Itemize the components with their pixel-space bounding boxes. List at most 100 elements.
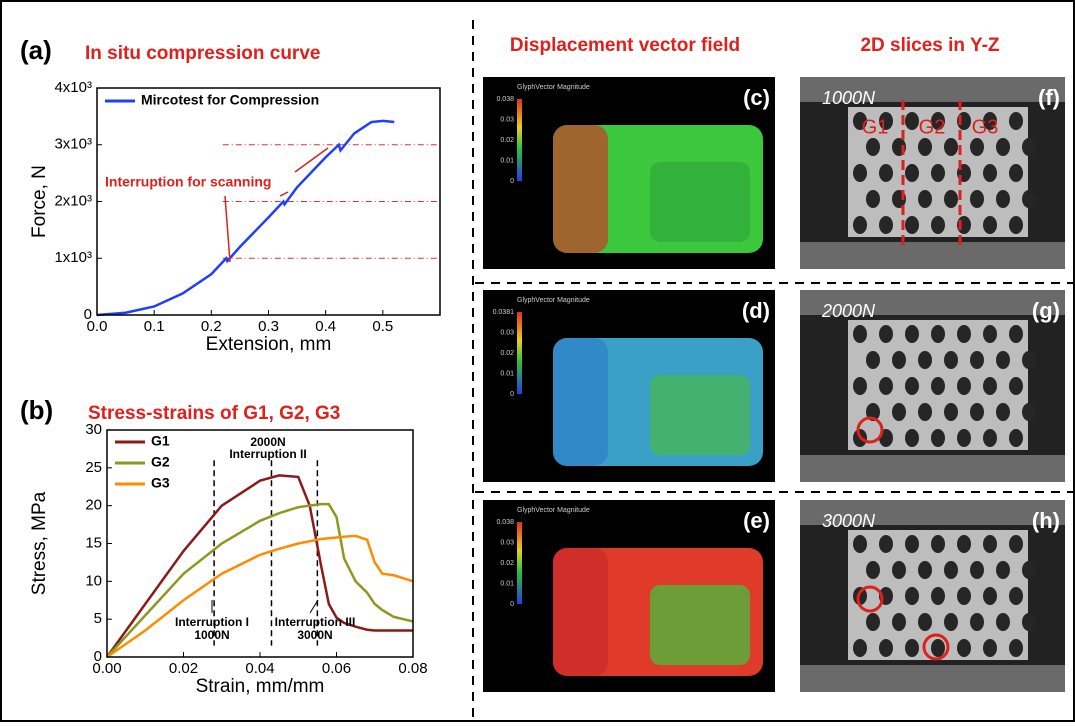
- lattice-hole: [983, 535, 997, 553]
- figure: Displacement vector field 2D slices in Y…: [0, 0, 1075, 722]
- chart-title: Stress-strains of G1, G2, G3: [88, 403, 340, 424]
- lattice-hole: [970, 351, 984, 369]
- lattice-hole: [931, 216, 945, 234]
- lattice-hole: [944, 351, 958, 369]
- annotation: 1000N: [194, 628, 229, 642]
- lattice-hole: [866, 190, 880, 208]
- lattice-hole: [1022, 138, 1036, 156]
- lattice-hole: [983, 325, 997, 343]
- colorbar-label: 0.0381: [493, 309, 515, 316]
- lattice-hole: [983, 639, 997, 657]
- lattice-hole: [957, 587, 971, 605]
- colorbar-label: 0.02: [500, 137, 514, 144]
- annotation: Interruption I: [175, 615, 249, 629]
- lattice-hole: [1022, 351, 1036, 369]
- colorbar-title: GlyphVector Magnitude: [517, 84, 590, 91]
- lattice-hole: [983, 216, 997, 234]
- group-label: G2: [919, 116, 946, 138]
- y-tick-label: 2x10³: [54, 192, 92, 209]
- lattice-hole: [944, 561, 958, 579]
- lattice-hole: [957, 325, 971, 343]
- lattice-hole: [905, 112, 919, 130]
- lattice-hole: [866, 351, 880, 369]
- x-axis-label: Strain, mm/mm: [196, 676, 325, 697]
- lattice-hole: [970, 561, 984, 579]
- load-label: 1000N: [822, 88, 876, 108]
- y-axis-label: Stress, MPa: [29, 491, 50, 595]
- lattice-hole: [918, 613, 932, 631]
- colorbar-label: 0.03: [500, 539, 514, 546]
- lattice-hole: [853, 535, 867, 553]
- lattice-hole: [879, 535, 893, 553]
- legend-label: G2: [151, 454, 170, 470]
- lattice-hole: [892, 561, 906, 579]
- y-tick-label: 20: [85, 497, 102, 514]
- colorbar-label: 0.02: [500, 560, 514, 567]
- y-tick-label: 10: [85, 572, 102, 589]
- x-tick-label: 0.1: [144, 318, 165, 335]
- lattice-hole: [931, 377, 945, 395]
- lattice-hole: [918, 190, 932, 208]
- lattice-hole: [983, 587, 997, 605]
- y-tick-label: 0: [84, 306, 92, 323]
- chart-title: In situ compression curve: [85, 43, 320, 64]
- vector-blob: [650, 375, 750, 455]
- y-tick-label: 1x10³: [54, 249, 92, 266]
- panel-label: (a): [20, 35, 52, 65]
- lattice-hole: [1009, 377, 1023, 395]
- annotation: Interruption II: [229, 447, 306, 461]
- lattice-hole: [996, 403, 1010, 421]
- lattice-hole: [931, 535, 945, 553]
- lattice-hole: [1009, 429, 1023, 447]
- colorbar-label: 0.038: [496, 96, 514, 103]
- lattice-hole: [866, 613, 880, 631]
- lattice-hole: [1022, 561, 1036, 579]
- vector-blob: [650, 585, 750, 665]
- lattice-hole: [905, 164, 919, 182]
- annotation: Interruption III: [275, 615, 356, 629]
- lattice-hole: [905, 429, 919, 447]
- lattice-hole: [853, 216, 867, 234]
- colorbar-label: 0.03: [500, 116, 514, 123]
- lattice-hole: [905, 639, 919, 657]
- lattice-hole: [944, 190, 958, 208]
- colorbar-label: 0.01: [500, 580, 514, 587]
- lattice-hole: [892, 613, 906, 631]
- lattice-hole: [918, 403, 932, 421]
- panel-label: (f): [1038, 85, 1060, 110]
- y-tick-label: 15: [85, 534, 102, 551]
- colorbar-label: 0.038: [496, 519, 514, 526]
- panel-label: (c): [743, 85, 770, 110]
- lattice-hole: [1009, 112, 1023, 130]
- lattice-hole: [879, 639, 893, 657]
- vector-blob: [553, 338, 608, 466]
- lattice-hole: [996, 351, 1010, 369]
- lattice-hole: [892, 351, 906, 369]
- lattice-hole: [905, 325, 919, 343]
- lattice-hole: [944, 613, 958, 631]
- vector-blob: [553, 548, 608, 676]
- y-tick-label: 3x10³: [54, 136, 92, 153]
- lattice-hole: [931, 587, 945, 605]
- legend-label: G1: [151, 433, 170, 449]
- lattice-hole: [866, 561, 880, 579]
- lattice-hole: [983, 377, 997, 395]
- panel-label: (d): [742, 298, 770, 323]
- group-label: G1: [862, 116, 889, 138]
- lattice-hole: [879, 325, 893, 343]
- annotation: Interruption for scanning: [105, 174, 271, 190]
- x-tick-label: 0.08: [398, 660, 427, 677]
- lattice-hole: [957, 377, 971, 395]
- vector-blob: [650, 162, 750, 242]
- y-tick-label: 5: [94, 610, 102, 627]
- lattice-hole: [957, 639, 971, 657]
- lattice-hole: [1022, 613, 1036, 631]
- x-tick-label: 0.06: [322, 660, 351, 677]
- annotation: 3000N: [297, 628, 332, 642]
- colorbar: [517, 522, 522, 604]
- x-axis-label: Extension, mm: [206, 334, 332, 355]
- lattice-hole: [957, 535, 971, 553]
- lattice-hole: [853, 639, 867, 657]
- lattice-hole: [866, 138, 880, 156]
- lattice-hole: [983, 429, 997, 447]
